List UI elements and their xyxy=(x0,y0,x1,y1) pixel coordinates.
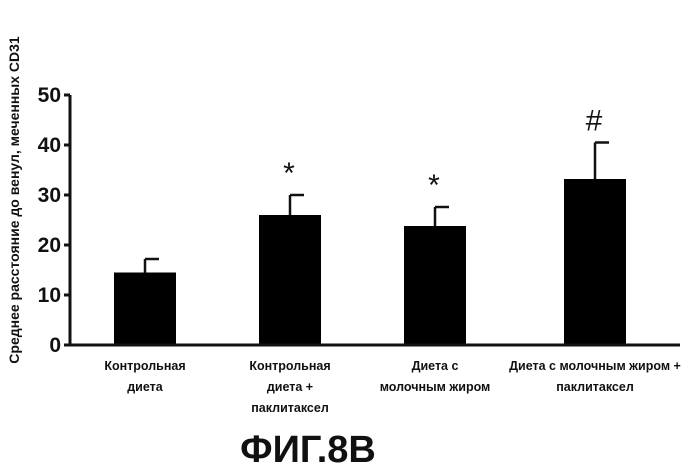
bar xyxy=(564,179,626,345)
category-label: паклитаксел xyxy=(251,401,329,415)
bar xyxy=(259,215,321,345)
plot-area: 0 10 20 30 40 50 Контрольная диета * Контрольная д… xyxy=(38,84,681,415)
y-tick-label: 30 xyxy=(38,184,61,207)
significance-marker: # xyxy=(586,105,603,138)
y-tick-label: 40 xyxy=(38,134,61,157)
category-label: молочным жиром xyxy=(380,380,491,394)
category-label: диета xyxy=(127,380,164,394)
y-axis-label: Среднее расстояние до венул, меченных CD… xyxy=(6,36,22,364)
category-label: Контрольная xyxy=(104,359,185,373)
y-tick-label: 0 xyxy=(49,334,61,357)
bar xyxy=(114,273,176,346)
category-label: Диета с xyxy=(412,359,459,373)
category-label: диета + xyxy=(267,380,313,394)
y-tick-label: 50 xyxy=(38,84,61,107)
category-label: паклитаксел xyxy=(556,380,634,394)
y-tick-label: 20 xyxy=(38,234,61,257)
category-label: Контрольная xyxy=(249,359,330,373)
significance-marker: * xyxy=(428,169,440,202)
figure-label: ФИГ.8B xyxy=(240,429,376,471)
significance-marker: * xyxy=(283,157,295,190)
category-label: Диета с молочным жиром + xyxy=(509,359,681,373)
bar xyxy=(404,226,466,345)
y-tick-label: 10 xyxy=(38,284,61,307)
